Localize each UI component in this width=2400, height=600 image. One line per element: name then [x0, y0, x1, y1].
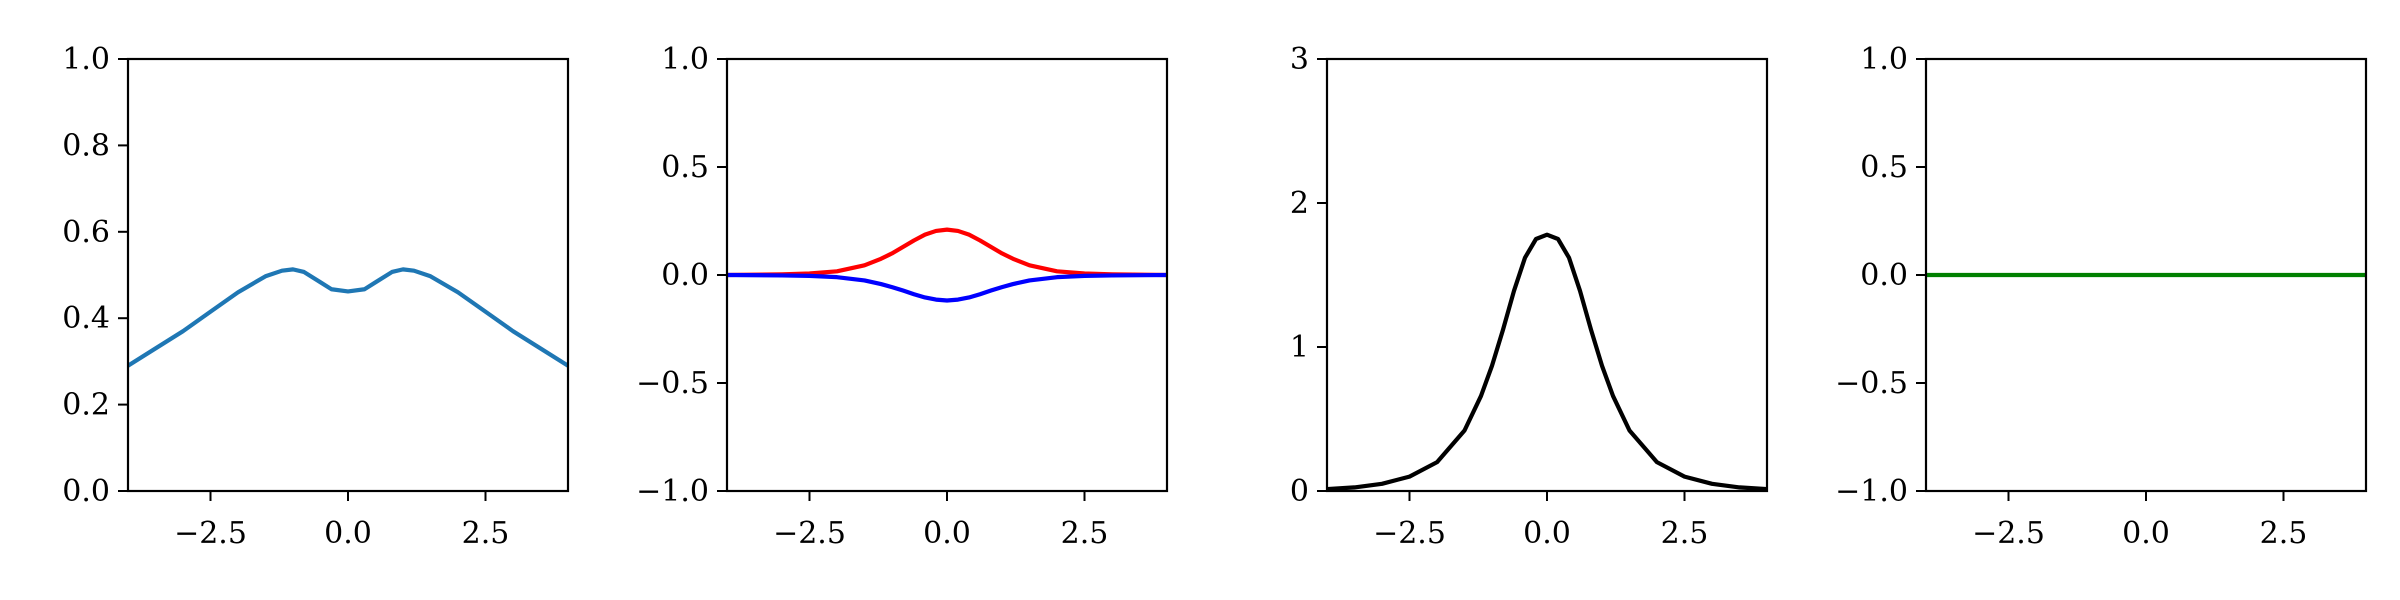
panel-3-ytick-label-3: 2 [1290, 186, 1309, 221]
panel-4-xtick-label-2: 0.0 [2122, 516, 2170, 551]
panel-2-series-1-line [727, 227, 1167, 278]
panel-2-ytick-label-3: 0.0 [661, 258, 709, 293]
panel-1-xtick-label-3: 2.5 [462, 516, 510, 551]
panel-3-ytick-label-2: 1 [1290, 330, 1309, 365]
panel-4: −2.5 0.0 2.5 −1.0 −0.5 0.0 0.5 1.0 [1835, 42, 2368, 551]
panel-1-ytick-label-2: 0.2 [62, 388, 110, 423]
panel-2-ytick-label-5: 1.0 [661, 42, 709, 77]
panel-2-xtick-label-1: −2.5 [773, 516, 846, 551]
panel-1-frame [126, 57, 570, 493]
panel-4-ytick-label-4: 0.5 [1860, 150, 1908, 185]
panel-3-frame [1325, 57, 1769, 493]
panel-2-series-2-line [727, 272, 1167, 303]
panel-3-ytick-label-4: 3 [1290, 42, 1309, 77]
panel-2-xtick-label-3: 2.5 [1061, 516, 1109, 551]
panel-4-ytick-label-2: −0.5 [1835, 366, 1908, 401]
panel-3-xtick-label-2: 0.0 [1523, 516, 1571, 551]
panel-2-ytick-label-4: 0.5 [661, 150, 709, 185]
panel-4-ytick-label-3: 0.0 [1860, 258, 1908, 293]
panel-1-series-1-line [128, 267, 568, 368]
panel-2-ytick-label-1: −1.0 [636, 474, 709, 509]
panel-3-ytick-label-1: 0 [1290, 474, 1309, 509]
panel-1: −2.5 0.0 2.5 0.0 0.2 0.4 0.6 0.8 1.0 [62, 42, 570, 551]
panel-1-ytick-label-4: 0.6 [62, 215, 110, 250]
panel-2: −2.5 0.0 2.5 −1.0 −0.5 0.0 0.5 1.0 [636, 42, 1169, 551]
panel-1-ytick-label-1: 0.0 [62, 474, 110, 509]
panel-3-series-1-line [1327, 232, 1767, 491]
panel-4-ytick-label-1: −1.0 [1835, 474, 1908, 509]
panel-3-xtick-label-3: 2.5 [1661, 516, 1709, 551]
panel-1-ytick-label-3: 0.4 [62, 301, 110, 336]
panel-4-xtick-label-3: 2.5 [2260, 516, 2308, 551]
panel-1-xtick-label-1: −2.5 [174, 516, 247, 551]
panel-1-ytick-label-5: 0.8 [62, 128, 110, 163]
panel-4-ytick-label-5: 1.0 [1860, 42, 1908, 77]
panel-4-xtick-label-1: −2.5 [1972, 516, 2045, 551]
panel-2-ytick-label-2: −0.5 [636, 366, 709, 401]
panel-1-ytick-label-6: 1.0 [62, 42, 110, 77]
panel-1-xtick-label-2: 0.0 [324, 516, 372, 551]
panel-2-xtick-label-2: 0.0 [923, 516, 971, 551]
panel-3-xtick-label-1: −2.5 [1373, 516, 1446, 551]
panel-3: −2.5 0.0 2.5 0 1 2 3 [1290, 42, 1769, 551]
